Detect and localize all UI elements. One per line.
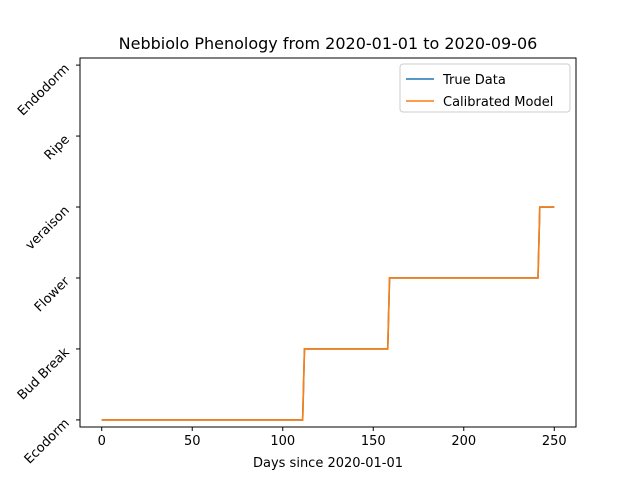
legend-label: True Data — [442, 73, 506, 88]
x-axis-label: Days since 2020-01-01 — [253, 456, 403, 471]
plot-frame — [79, 57, 577, 428]
x-tick-label: 250 — [542, 434, 567, 449]
chart-title: Nebbiolo Phenology from 2020-01-01 to 20… — [119, 34, 538, 53]
x-tick-label: 150 — [361, 434, 386, 449]
x-tick-label: 200 — [451, 434, 476, 449]
x-tick-label: 50 — [184, 434, 201, 449]
series-line-calibrated-model — [101, 206, 555, 421]
legend: True Data Calibrated Model — [399, 63, 571, 113]
legend-box — [399, 63, 571, 113]
x-tick-label: 0 — [98, 434, 106, 449]
legend-label: Calibrated Model — [443, 95, 553, 110]
x-tick-label: 100 — [270, 434, 295, 449]
